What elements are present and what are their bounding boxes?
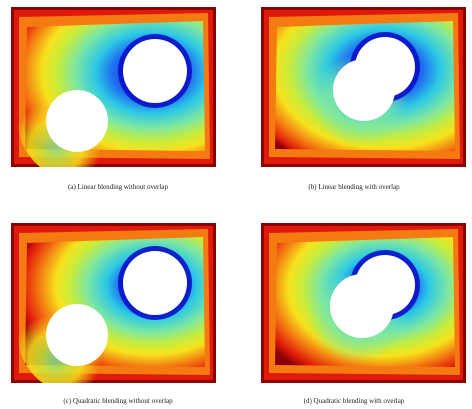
caption-b: (b) Linear blending with overlap <box>308 183 400 191</box>
hole-lower <box>330 274 394 338</box>
panel-b <box>261 7 466 167</box>
caption-c: (c) Quadratic blending without overlap <box>63 397 173 405</box>
panel-a <box>11 7 216 167</box>
panel-d <box>261 223 466 383</box>
caption-a: (a) Linear blending without overlap <box>68 183 168 191</box>
hole-lower <box>333 59 395 121</box>
hole-lower <box>46 90 108 152</box>
caption-d: (d) Quadratic blending with overlap <box>303 397 405 405</box>
hole-upper <box>123 251 187 315</box>
hole-upper <box>123 39 187 103</box>
panel-c <box>11 223 216 383</box>
hole-lower <box>46 304 108 366</box>
